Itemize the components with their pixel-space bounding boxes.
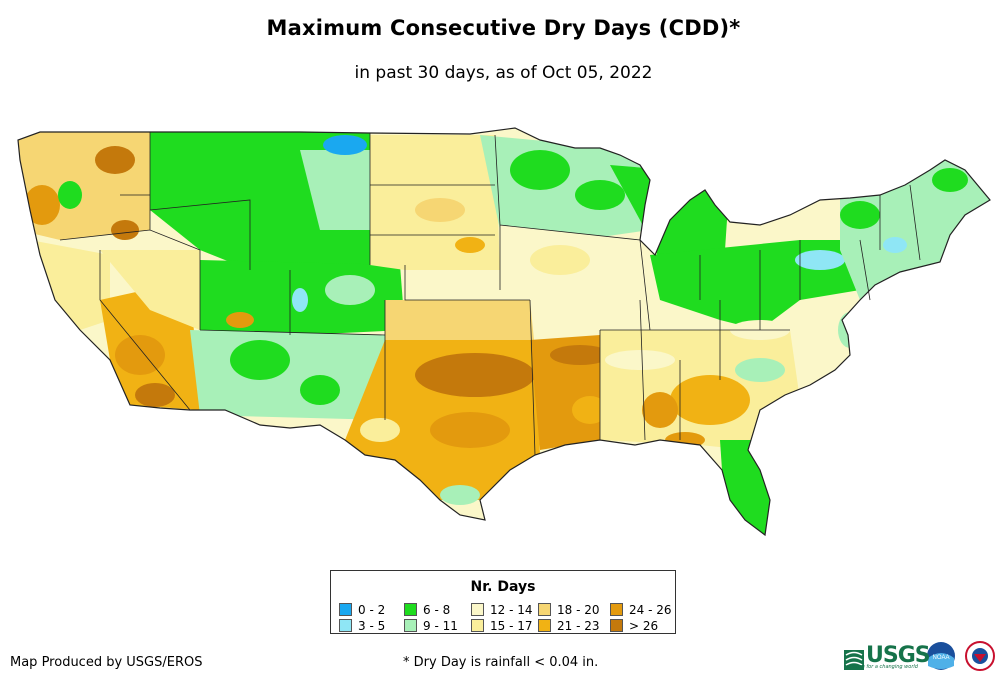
svg-text:NOAA: NOAA (932, 655, 949, 661)
legend-label: 9 - 11 (423, 619, 458, 633)
legend-label: 21 - 23 (557, 619, 600, 633)
legend-item: 6 - 8 (404, 603, 450, 617)
legend-label: 18 - 20 (557, 603, 600, 617)
legend-swatch (610, 603, 623, 616)
noaa-logo: NOAA (927, 642, 955, 670)
legend-box: Nr. Days 0 - 2 3 - 5 6 - 8 9 - 11 12 - 14 15 … (330, 570, 676, 634)
state-boundaries (59, 132, 921, 456)
legend-item: > 26 (610, 619, 658, 633)
legend-label: 12 - 14 (490, 603, 533, 617)
usgs-logo (844, 650, 864, 670)
legend-item: 15 - 17 (471, 619, 533, 633)
legend-swatch (339, 619, 352, 632)
map-subtitle: in past 30 days, as of Oct 05, 2022 (354, 63, 653, 83)
legend-item: 24 - 26 (610, 603, 672, 617)
legend-swatch (404, 603, 417, 616)
agency-logos: NOAA (844, 641, 995, 671)
legend-title: Nr. Days (470, 579, 536, 595)
usgs-wordmark: USGS (866, 643, 931, 668)
legend-swatch (339, 603, 352, 616)
legend-item: 12 - 14 (471, 603, 533, 617)
legend-label: 3 - 5 (358, 619, 386, 633)
legend-label: 0 - 2 (358, 603, 386, 617)
legend-swatch (471, 619, 484, 632)
legend-swatch (471, 603, 484, 616)
map-credit: Map Produced by USGS/EROS (10, 655, 203, 670)
cdd-color-field (18, 128, 990, 535)
usgs-tagline: science for a changing world (846, 664, 918, 670)
us-cdd-map (17, 127, 991, 536)
dry-day-footnote: * Dry Day is rainfall < 0.04 in. (403, 655, 599, 670)
map-title: Maximum Consecutive Dry Days (CDD)* (266, 16, 741, 40)
legend-item: 0 - 2 (339, 603, 385, 617)
legend-item: 21 - 23 (538, 619, 600, 633)
legend-item: 3 - 5 (339, 619, 385, 633)
legend-swatch (538, 619, 551, 632)
legend-label: > 26 (629, 619, 659, 633)
legend-label: 15 - 17 (490, 619, 533, 633)
legend-swatch (610, 619, 623, 632)
legend-item: 18 - 20 (538, 603, 600, 617)
legend-swatch (404, 619, 417, 632)
legend-swatch (538, 603, 551, 616)
legend-label: 6 - 8 (423, 603, 451, 617)
legend-item: 9 - 11 (404, 619, 458, 633)
nws-logo (965, 641, 995, 671)
legend-label: 24 - 26 (629, 603, 672, 617)
